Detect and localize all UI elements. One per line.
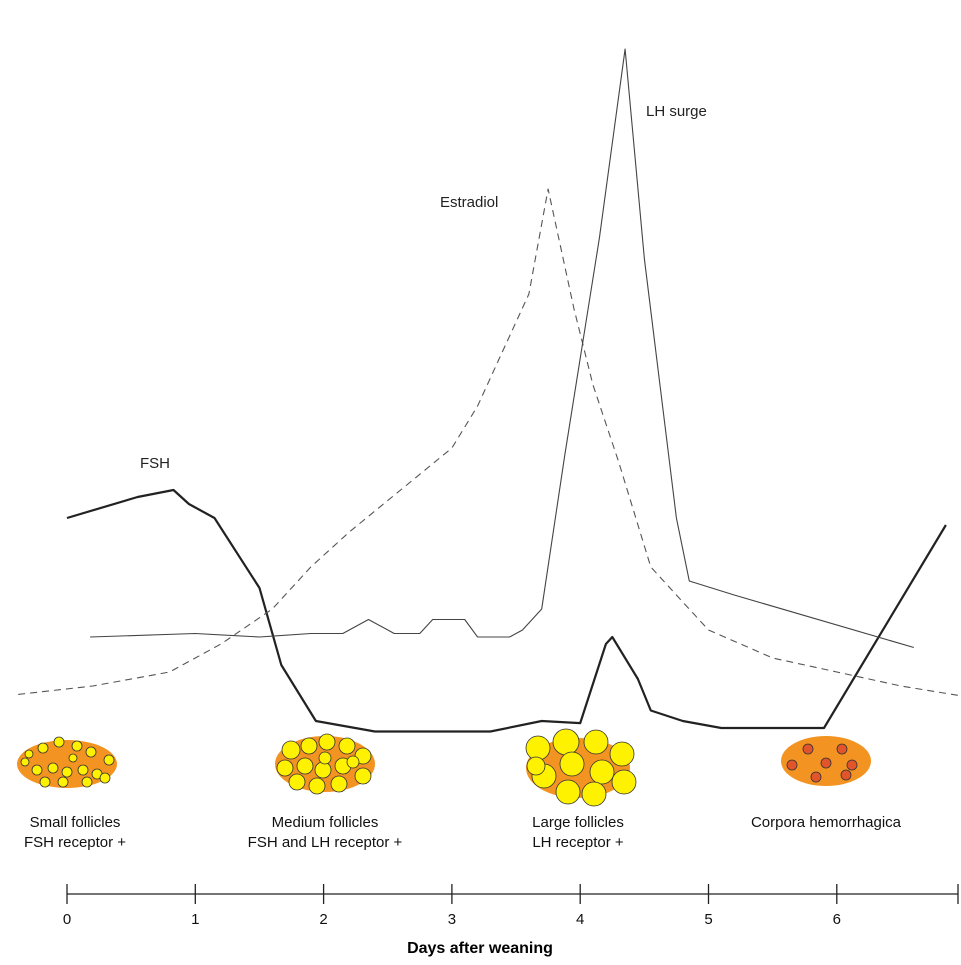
follicle-8 (555, 779, 581, 805)
annotation-estradiol: Estradiol (440, 194, 498, 211)
stage-label-small: Small follicles (30, 814, 121, 831)
follicle-9 (354, 767, 372, 785)
x-tick-label-4: 4 (576, 911, 584, 928)
follicle-11 (39, 776, 51, 788)
follicle-10 (288, 773, 306, 791)
x-tick-label-0: 0 (63, 911, 71, 928)
follicle-16 (68, 753, 78, 763)
follicle-5 (103, 754, 115, 766)
follicle-9 (77, 764, 89, 776)
follicle-6 (31, 764, 43, 776)
follicle-4 (85, 746, 97, 758)
follicle-9 (581, 781, 607, 807)
corpus-2 (786, 759, 798, 771)
follicle-1 (37, 742, 49, 754)
annotation-fsh: FSH (140, 455, 170, 472)
x-axis-label: Days after weaning (407, 940, 553, 957)
follicle-3 (609, 741, 635, 767)
corpus-6 (840, 769, 852, 781)
follicle-2 (583, 729, 609, 755)
follicle-12 (330, 775, 348, 793)
corpus-4 (846, 759, 858, 771)
follicle-0 (525, 735, 551, 761)
stage-small: Small follicles FSH receptor + (17, 736, 126, 851)
stage-corpora: Corpora hemorrhagica (751, 736, 902, 831)
annotation-lh-surge: LH surge (646, 103, 707, 120)
follicle-11 (308, 777, 326, 795)
annotation-layer: FSH Estradiol LH surge (140, 103, 707, 472)
stage-medium: Medium follicles FSH and LH receptor + (248, 733, 403, 851)
follicle-14 (346, 755, 360, 769)
x-tick-label-3: 3 (448, 911, 456, 928)
follicle-3 (338, 737, 356, 755)
series-line-fsh (66, 488, 947, 733)
stage-large: Large follicles LH receptor + (525, 728, 637, 851)
follicle-0 (24, 749, 34, 759)
stage-sublabel-small: FSH receptor + (24, 834, 126, 851)
follicle-6 (589, 759, 615, 785)
follicle-8 (61, 766, 73, 778)
stage-label-large: Large follicles (532, 814, 624, 831)
follicle-7 (314, 761, 332, 779)
follicle-1 (552, 728, 580, 756)
x-axis: 0 1 2 3 4 5 6 (63, 884, 959, 928)
follicle-6 (296, 757, 314, 775)
stage-label-corpora: Corpora hemorrhagica (751, 814, 902, 831)
follicle-15 (20, 757, 30, 767)
follicle-12 (57, 776, 69, 788)
follicle-3 (71, 740, 83, 752)
follicle-2 (53, 736, 65, 748)
stage-sublabel-large: LH receptor + (532, 834, 624, 851)
follicle-13 (81, 776, 93, 788)
follicle-2 (318, 733, 336, 751)
corpus-3 (820, 757, 832, 769)
follicle-1 (300, 737, 318, 755)
corpus-5 (810, 771, 822, 783)
follicle-5 (276, 759, 294, 777)
follicle-14 (99, 772, 111, 784)
follicle-10 (526, 756, 546, 776)
series-line-lh-surge (90, 48, 914, 649)
follicle-0 (281, 740, 301, 760)
x-tick-label-5: 5 (704, 911, 712, 928)
corpus-0 (802, 743, 814, 755)
series-line-estradiol (18, 188, 961, 697)
x-tick-label-1: 1 (191, 911, 199, 928)
x-tick-label-2: 2 (319, 911, 327, 928)
follicle-stage-layer: Small follicles FSH receptor + Medium foll… (17, 728, 902, 851)
series-layer (18, 48, 961, 733)
follicle-5 (559, 751, 585, 777)
follicle-13 (318, 751, 332, 765)
x-tick-label-6: 6 (833, 911, 841, 928)
follicle-7 (47, 762, 59, 774)
corpus-1 (836, 743, 848, 755)
follicle-7 (611, 769, 637, 795)
stage-sublabel-medium: FSH and LH receptor + (248, 834, 403, 851)
stage-label-medium: Medium follicles (272, 814, 379, 831)
